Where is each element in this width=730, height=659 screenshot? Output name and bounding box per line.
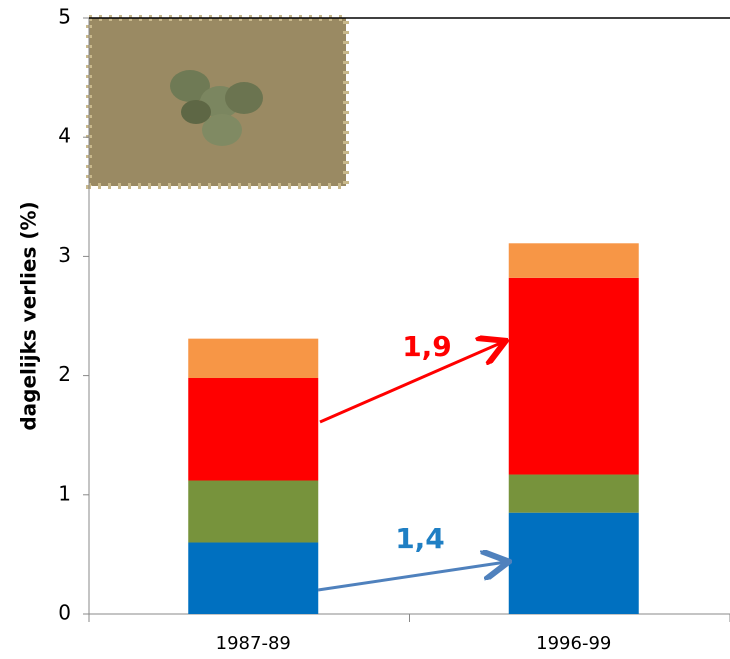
y-tick-label: 3 (58, 243, 71, 267)
bar-segment (508, 277, 639, 475)
red-arrow (319, 342, 503, 424)
x-tick-label: 1987-89 (216, 633, 291, 654)
bar-segment (188, 377, 319, 481)
y-tick-label: 1 (58, 481, 71, 505)
y-axis-label: dagelijks verlies (%) (17, 201, 41, 430)
bar-segment (188, 480, 319, 543)
annotation: 1,9 (402, 330, 452, 363)
annotation: 1,4 (395, 522, 445, 555)
bar-segment (188, 338, 319, 378)
blue-arrow (317, 562, 506, 592)
bar-segment (508, 243, 639, 278)
y-tick-label: 5 (58, 5, 71, 29)
bar-segment (188, 542, 319, 614)
x-tick-label: 1996-99 (536, 633, 611, 654)
y-tick-label: 0 (58, 601, 71, 625)
bar-segment (508, 474, 639, 513)
y-tick-label: 2 (58, 362, 71, 386)
y-tick-label: 4 (58, 124, 71, 148)
nest-photo (86, 15, 349, 189)
bar-segment (508, 512, 639, 614)
